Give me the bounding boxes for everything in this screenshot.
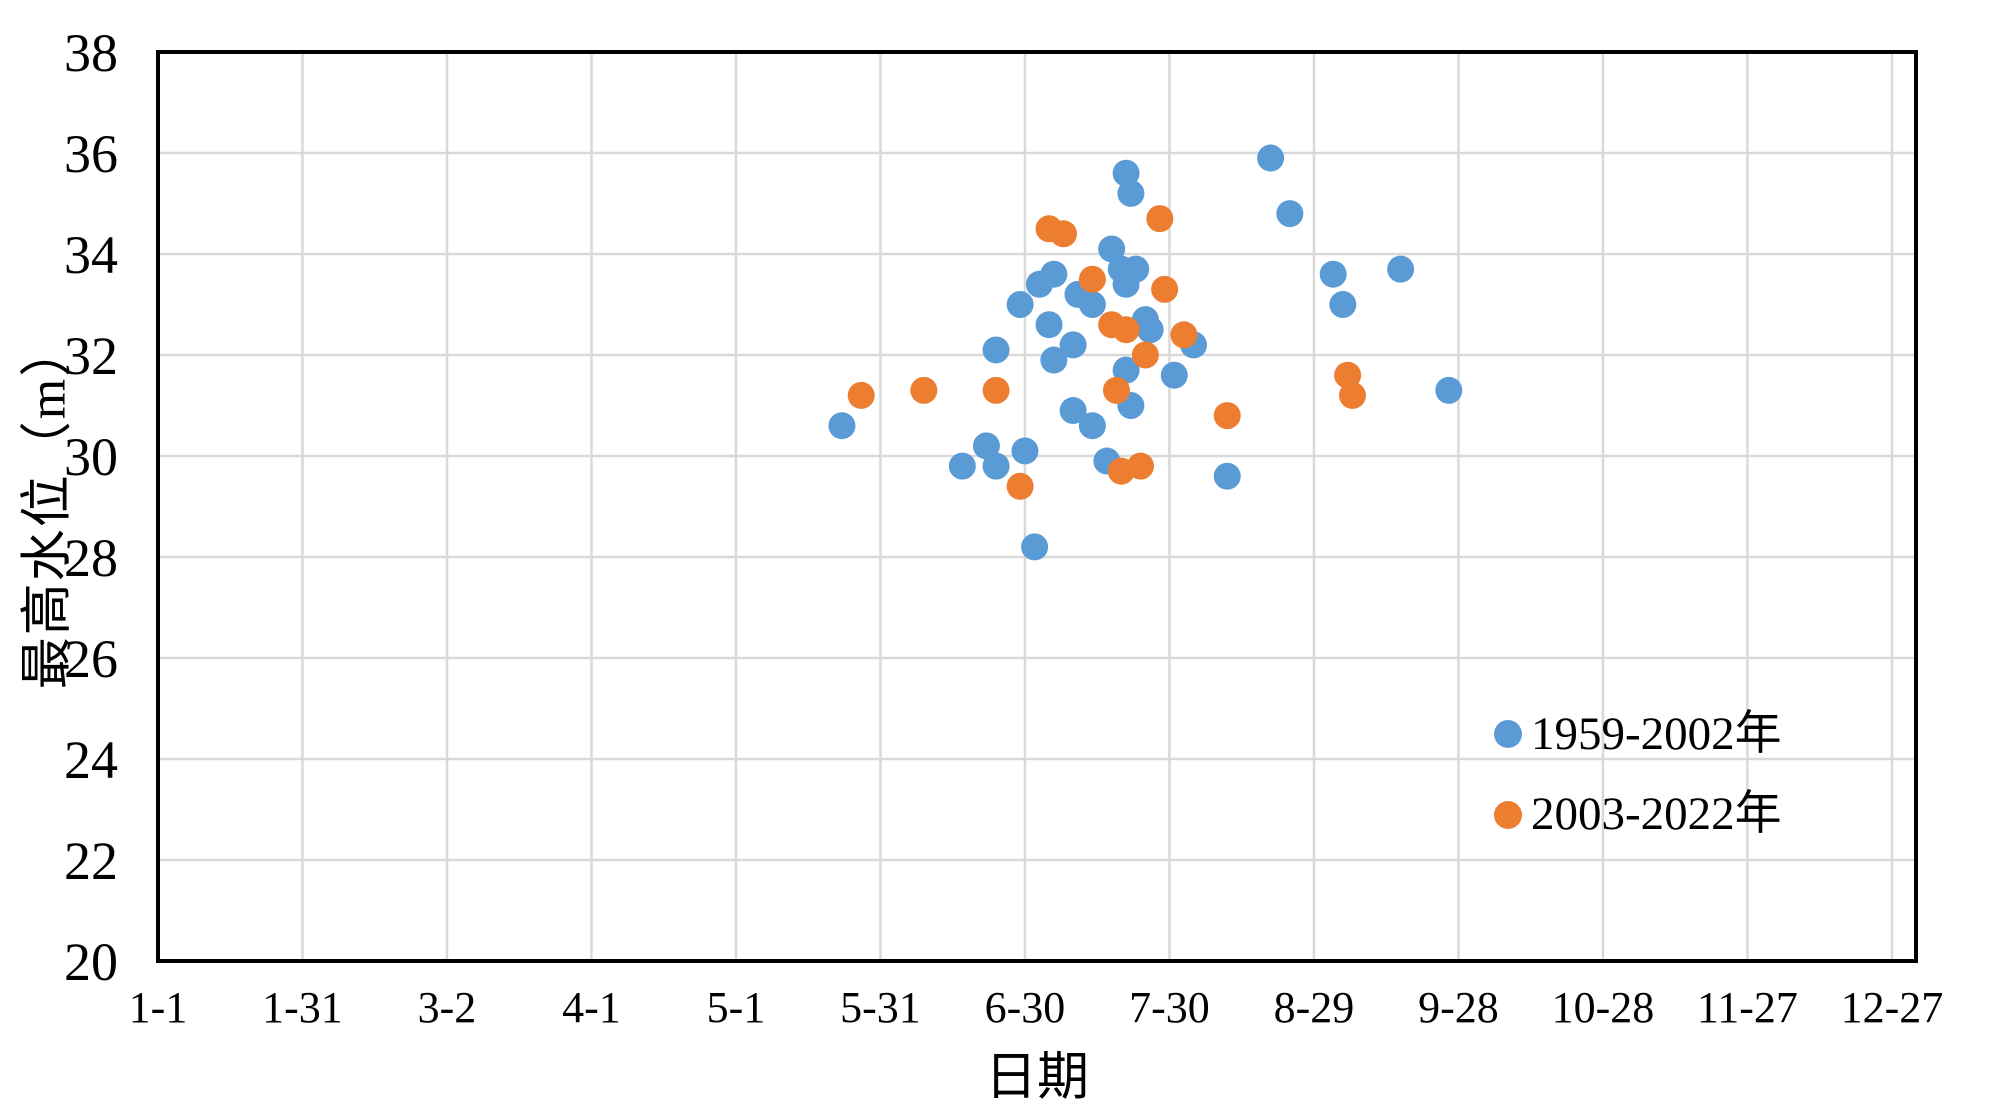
scatter-point-series-0 [1040,346,1068,374]
scatter-point-series-1 [1127,452,1155,480]
legend-marker-blue-icon [1494,720,1522,749]
scatter-point-series-1 [1151,275,1179,303]
scatter-point-series-1 [1334,361,1362,389]
scatter-point-series-0 [972,432,1000,460]
scatter-point-series-1 [982,376,1010,404]
legend-marker-orange-icon [1494,800,1522,829]
legend-label-2003-2022: 2003-2022年 [1531,788,1782,841]
x-tick-label: 8-29 [1274,983,1355,1032]
scatter-point-series-0 [1329,291,1357,318]
x-tick-label: 7-30 [1129,983,1210,1032]
plot-border [156,50,1918,963]
x-tick-label: 11-27 [1697,983,1798,1032]
scatter-point-series-0 [1257,144,1285,172]
scatter-point-series-1 [1213,402,1241,430]
scatter-point-series-0 [1276,200,1304,228]
x-tick-label: 1-1 [129,983,188,1032]
x-tick-label: 4-1 [562,983,621,1032]
scatter-point-series-1 [1338,381,1366,409]
x-tick-label: 6-30 [985,983,1066,1032]
x-tick-label: 1-31 [262,983,343,1032]
y-tick-label: 32 [64,326,118,386]
scatter-point-series-0 [1059,331,1087,359]
scatter-point-series-1 [1049,220,1077,248]
scatter-point-series-0 [1035,311,1063,339]
scatter-point-series-1 [1170,321,1198,349]
scatter-point-series-0 [982,336,1010,364]
legend-item-1959-2002: 1959-2002年 [1494,706,1782,762]
scatter-point-series-0 [1319,260,1347,288]
x-tick-label: 5-31 [840,983,921,1032]
scatter-point-series-1 [1006,472,1034,500]
scatter-point-series-0 [1021,533,1049,561]
y-tick-label: 28 [64,528,118,588]
y-tick-label: 36 [64,124,118,184]
x-tick-label: 9-28 [1418,983,1499,1032]
scatter-point-series-0 [1112,356,1140,384]
y-tick-label: 24 [64,730,118,790]
legend: 1959-2002年 2003-2022年 [1494,706,1782,843]
scatter-point-series-1 [847,381,875,409]
scatter-point-series-0 [1006,291,1034,318]
y-tick-label: 26 [64,629,118,689]
scatter-point-series-0 [1435,376,1463,404]
scatter-point-series-0 [1059,397,1087,425]
scatter-point-series-0 [1078,412,1106,440]
scatter-point-series-0 [1098,235,1126,263]
y-tick-label: 20 [64,932,118,992]
legend-item-2003-2022: 2003-2022年 [1494,786,1782,842]
scatter-point-series-1 [910,376,938,404]
scatter-point-series-1 [1146,205,1174,233]
y-tick-label: 38 [64,23,118,83]
scatter-point-series-0 [1040,260,1068,288]
y-tick-label: 22 [64,831,118,891]
y-tick-label: 34 [64,225,118,285]
x-tick-label: 3-2 [418,983,477,1032]
scatter-point-series-0 [1136,316,1164,344]
scatter-point-series-1 [1131,341,1159,369]
scatter-point-series-0 [1112,159,1140,187]
x-tick-label: 5-1 [707,983,766,1032]
scatter-point-series-0 [1387,255,1415,283]
x-tick-label: 10-28 [1552,983,1655,1032]
x-axis-title: 日期 [984,1049,1090,1107]
scatter-point-series-0 [948,452,976,480]
scatter-point-series-0 [1011,437,1039,465]
scatter-point-series-1 [1102,376,1130,404]
scatter-point-series-1 [1078,265,1106,293]
scatter-point-series-0 [1117,179,1145,207]
scatter-point-series-0 [1078,291,1106,318]
scatter-point-series-0 [1160,361,1188,389]
y-axis-title: 最高水位（m） [19,322,77,690]
y-tick-label: 30 [64,427,118,487]
scatter-point-series-1 [1112,316,1140,344]
scatter-point-series-0 [1112,270,1140,298]
scatter-point-series-0 [982,452,1010,480]
scatter-point-series-0 [828,412,856,440]
legend-label-1959-2002: 1959-2002年 [1531,708,1782,760]
x-tick-label: 12-27 [1841,983,1944,1032]
scatter-point-series-0 [1213,462,1241,490]
